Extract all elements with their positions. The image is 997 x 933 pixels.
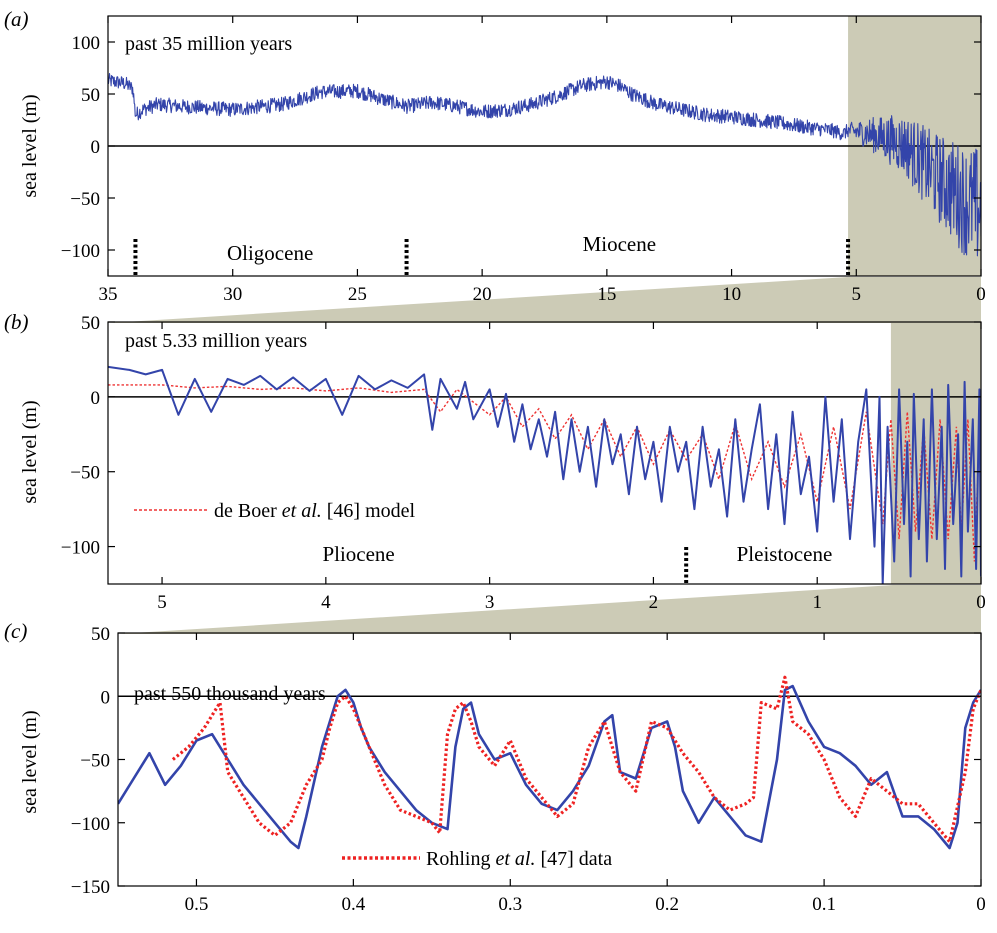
- x-tick-label: 2: [649, 592, 659, 613]
- panel-b-model-series: [108, 384, 981, 562]
- x-tick-label: 1: [812, 592, 822, 613]
- y-tick-label: −50: [70, 463, 100, 484]
- panel-b: 50 0 −50 −100 5 4 3 2 1 0 past 5.33 million year…: [4, 310, 986, 613]
- zoom-connector-a-b: [108, 277, 981, 323]
- epoch-label-miocene: Miocene: [583, 232, 656, 256]
- y-tick-label: 50: [91, 624, 110, 645]
- x-tick-label: 0.1: [812, 894, 836, 915]
- x-tick-label: 0.4: [341, 894, 365, 915]
- panel-b-frame: [107, 321, 982, 585]
- x-tick-label: 0: [976, 894, 986, 915]
- x-tick-label: 0.2: [655, 894, 679, 915]
- zoom-connector-b-c: [118, 585, 981, 634]
- x-tick-label: 10: [722, 284, 741, 305]
- panel-a-x-ticks: 35 30 25 20 15 10 5 0: [99, 16, 986, 305]
- y-tick-label: −100: [61, 241, 100, 262]
- panel-c-legend-label: Rohling et al. [47] data: [426, 848, 612, 870]
- epoch-label-oligocene: Oligocene: [227, 241, 313, 265]
- panel-c-data-series: [171, 675, 981, 844]
- x-tick-label: 4: [321, 592, 331, 613]
- y-tick-label: −50: [80, 751, 110, 772]
- y-tick-label: 0: [91, 137, 101, 158]
- x-tick-label: 0: [976, 284, 986, 305]
- x-tick-label: 0.3: [498, 894, 522, 915]
- panel-c-model-series: [118, 684, 981, 850]
- panel-a-ylabel: sea level (m): [19, 94, 41, 197]
- x-tick-label: 5: [157, 592, 167, 613]
- y-tick-label: −100: [61, 538, 100, 559]
- panel-b-shade: [890, 322, 981, 584]
- x-tick-label: 15: [597, 284, 616, 305]
- epoch-label-pleistocene: Pleistocene: [737, 542, 833, 566]
- panel-c-ylabel: sea level (m): [19, 710, 41, 813]
- panel-b-title: past 5.33 million years: [125, 330, 307, 352]
- panel-b-y-ticks: 50 0 −50 −100: [61, 313, 981, 559]
- panel-c-x-ticks: 0.5 0.4 0.3 0.2 0.1 0: [185, 633, 986, 915]
- x-tick-label: 3: [485, 592, 495, 613]
- y-tick-label: 0: [91, 388, 101, 409]
- y-tick-label: 0: [101, 687, 111, 708]
- panel-c-y-ticks: 50 0 −50 −100 −150: [71, 624, 981, 898]
- panel-c-label: (c): [4, 619, 27, 643]
- panel-a-label: (a): [4, 7, 29, 31]
- panel-c-title: past 550 thousand years: [134, 683, 326, 705]
- panel-b-x-ticks: 5 4 3 2 1 0: [157, 322, 986, 613]
- x-tick-label: 25: [348, 284, 367, 305]
- panel-a-sea-level-series: [108, 72, 981, 257]
- panel-b-ylabel: sea level (m): [19, 400, 41, 503]
- y-tick-label: −150: [71, 877, 110, 898]
- epoch-label-pliocene: Pliocene: [322, 542, 394, 566]
- panel-c: 50 0 −50 −100 −150 0.5 0.4 0.3 0.2 0.1 0 past 550…: [4, 619, 986, 915]
- panel-a-epoch-boundaries: [133, 238, 851, 275]
- panel-b-legend-label: de Boer et al. [46] model: [214, 500, 416, 522]
- y-tick-label: 50: [81, 85, 100, 106]
- panel-b-sea-level-series: [108, 365, 981, 584]
- panel-b-label: (b): [4, 310, 29, 334]
- x-tick-label: 20: [473, 284, 492, 305]
- panel-a-y-ticks: 100 50 0 −50 −100: [61, 33, 981, 262]
- panel-b-legend: de Boer et al. [46] model: [134, 500, 416, 522]
- x-tick-label: 5: [852, 284, 862, 305]
- x-tick-label: 0: [976, 592, 986, 613]
- y-tick-label: 50: [81, 313, 100, 334]
- panel-a-title: past 35 million years: [125, 33, 292, 55]
- y-tick-label: −100: [71, 814, 110, 835]
- x-tick-label: 0.5: [185, 894, 209, 915]
- x-tick-label: 30: [223, 284, 242, 305]
- y-tick-label: −50: [70, 189, 100, 210]
- y-tick-label: 100: [72, 33, 101, 54]
- panel-c-legend: Rohling et al. [47] data: [342, 848, 612, 870]
- x-tick-label: 35: [99, 284, 118, 305]
